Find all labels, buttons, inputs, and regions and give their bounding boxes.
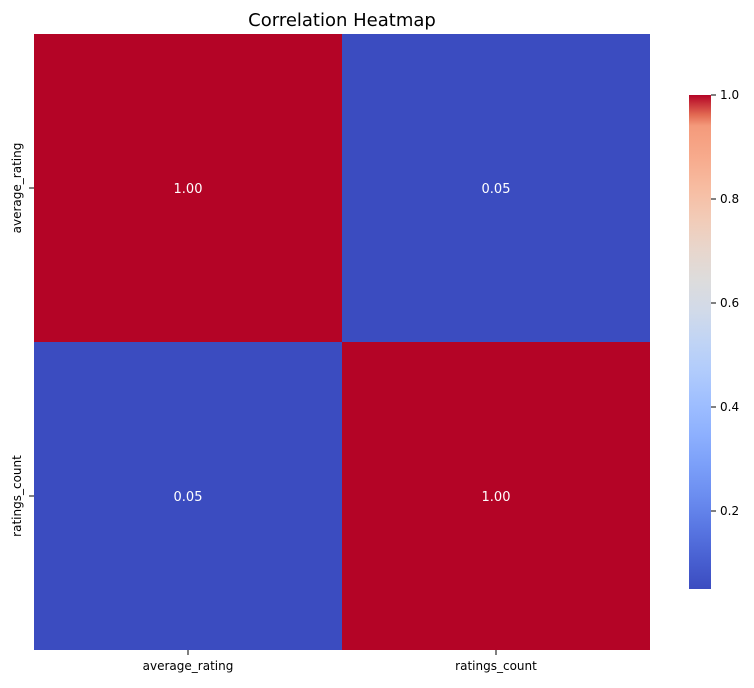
cell-annotations: 1.00 0.05 0.05 1.00 (174, 182, 511, 505)
y-tick-label-0: average_rating (10, 143, 24, 234)
colorbar-tick-label-3: 0.8 (720, 192, 739, 206)
chart-title: Correlation Heatmap (248, 10, 436, 31)
colorbar-tick-label-0: 0.2 (720, 504, 739, 518)
heatmap-cell-1-1 (342, 342, 650, 650)
heatmap-cell-0-1 (342, 34, 650, 342)
colorbar-tick-label-2: 0.6 (720, 296, 739, 310)
heatmap-cell-0-0 (34, 34, 342, 342)
colorbar-tick-label-4: 1.0 (720, 88, 739, 102)
y-tick-label-1: ratings_count (10, 455, 24, 537)
colorbar-tick-label-1: 0.4 (720, 400, 739, 414)
heatmap-cells (34, 34, 650, 650)
x-tick-label-0: average_rating (143, 659, 234, 673)
cell-label-1-0: 0.05 (174, 490, 203, 505)
colorbar (689, 95, 711, 589)
heatmap-cell-1-0 (34, 342, 342, 650)
cell-label-0-0: 1.00 (174, 182, 203, 197)
colorbar-gradient (689, 95, 711, 589)
colorbar-ticks: 0.2 0.4 0.6 0.8 1.0 (711, 88, 739, 518)
cell-label-1-1: 1.00 (482, 490, 511, 505)
x-tick-label-1: ratings_count (455, 659, 537, 673)
cell-label-0-1: 0.05 (482, 182, 511, 197)
axes: average_rating ratings_count average_ratin… (10, 143, 537, 673)
